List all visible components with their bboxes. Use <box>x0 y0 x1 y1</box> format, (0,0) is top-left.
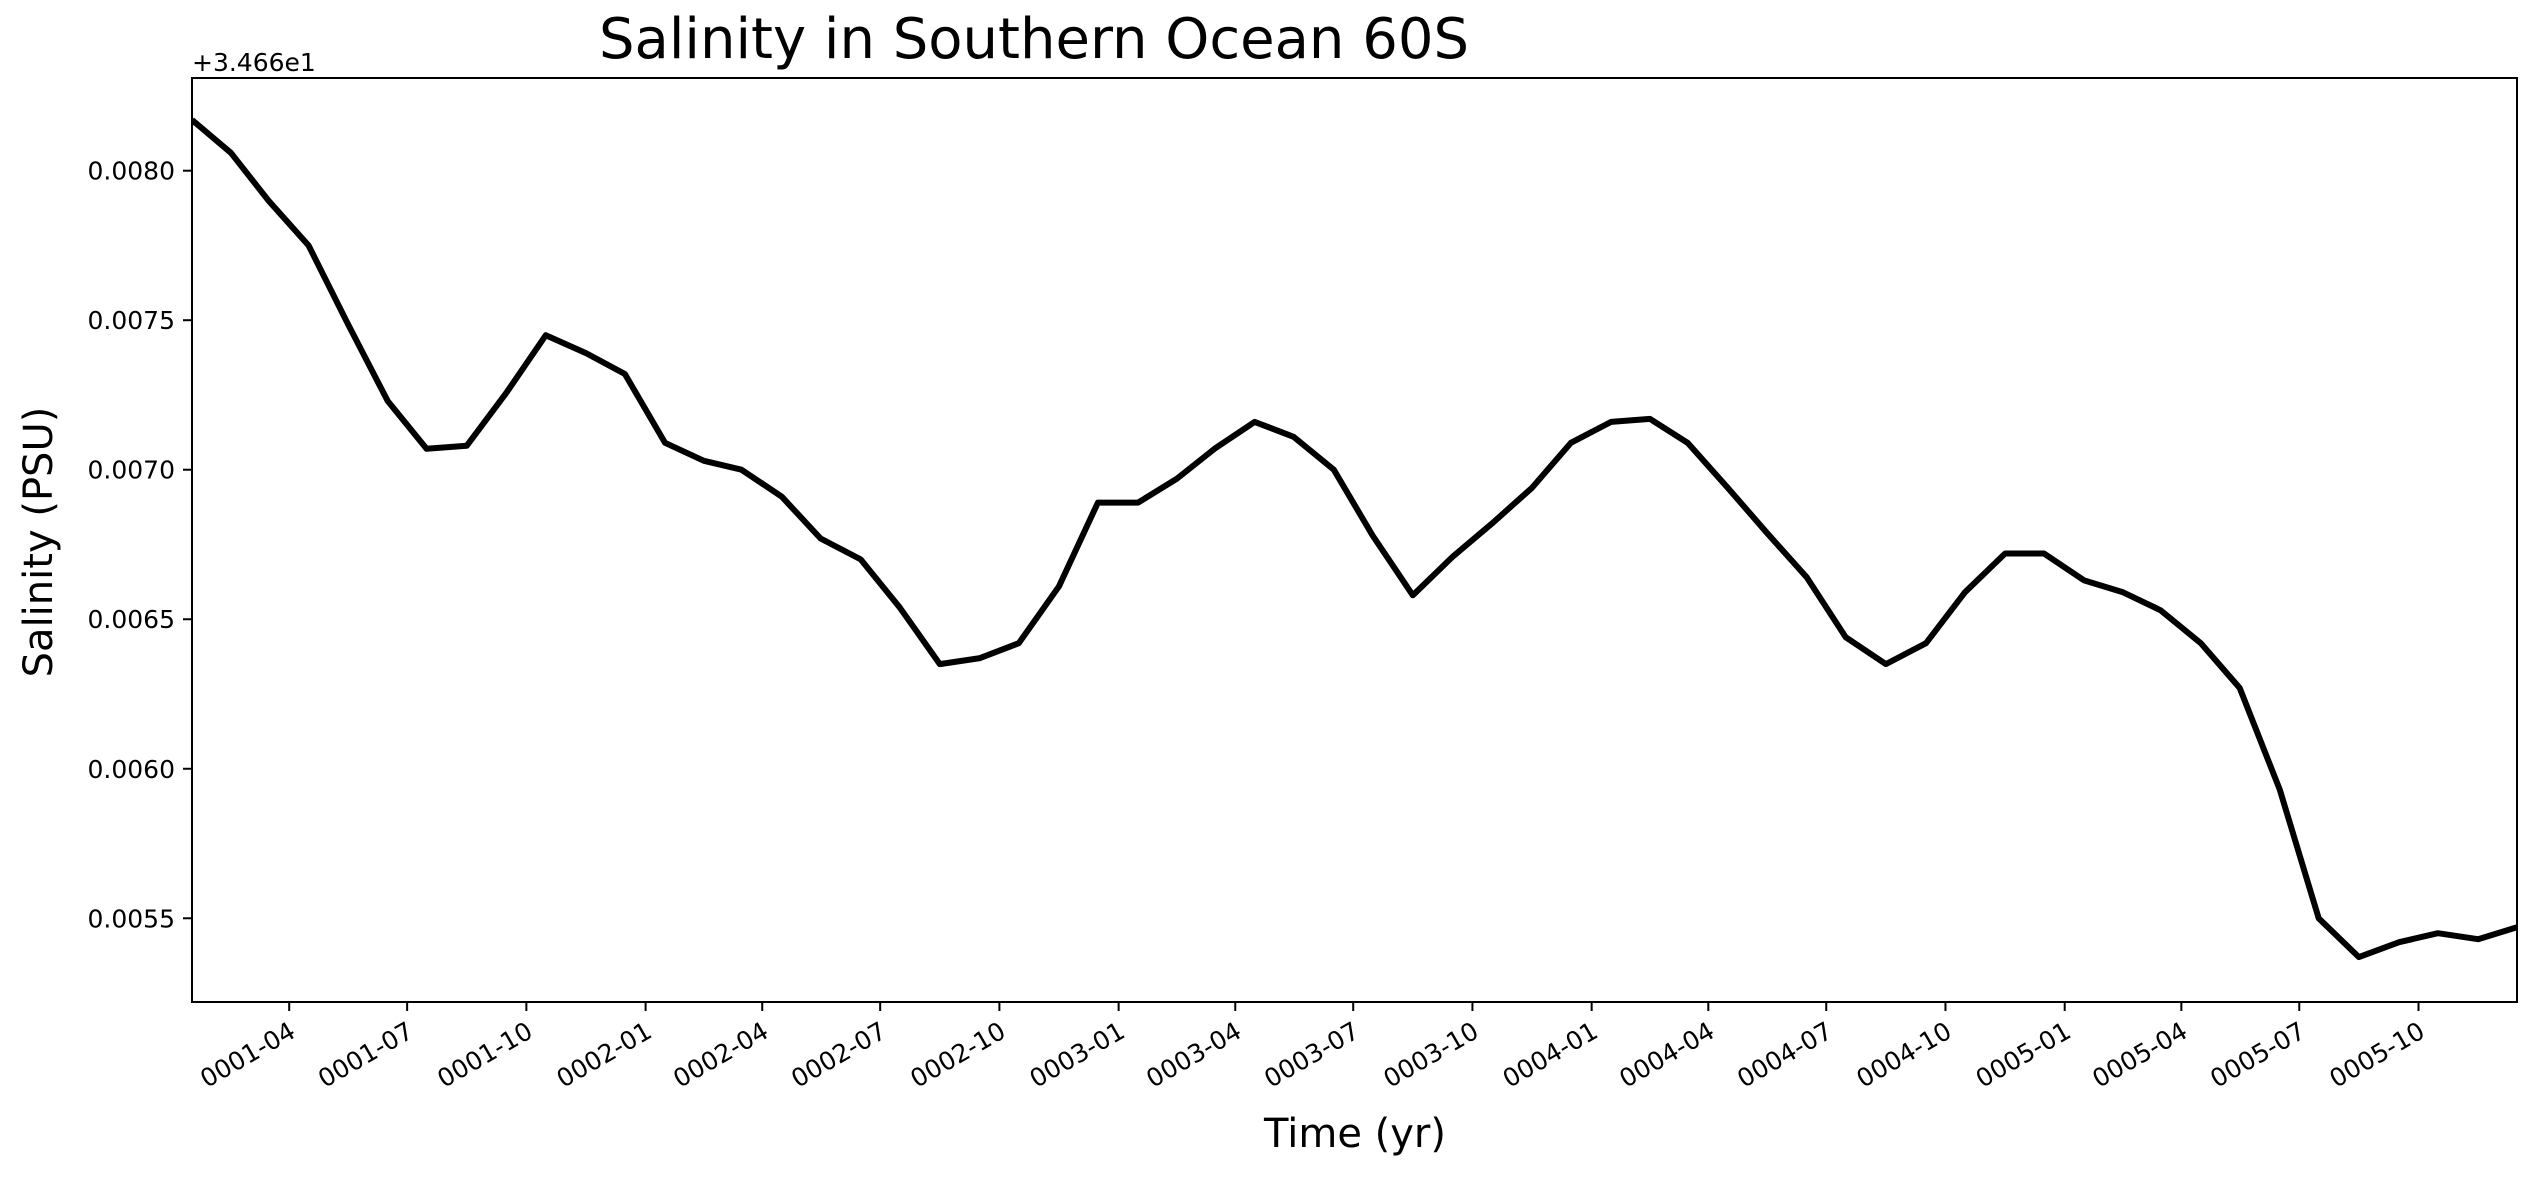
plot-frame <box>191 77 2518 1003</box>
x-tick-label: 0001-04 <box>195 1016 300 1093</box>
y-axis-label: Salinity (PSU) <box>16 407 62 678</box>
x-tick-label: 0005-01 <box>1971 1016 2076 1093</box>
x-tick-label: 0002-10 <box>905 1016 1010 1093</box>
x-tick-label: 0004-10 <box>1851 1016 1956 1093</box>
y-axis-ticks: 0.0055 0.0060 0.0065 0.0070 0.0075 0.0080 <box>88 157 192 933</box>
x-tick-label: 0005-04 <box>2087 1016 2192 1093</box>
chart-title: Salinity in Southern Ocean 60S <box>599 7 1469 72</box>
x-tick-label: 0004-07 <box>1732 1016 1837 1093</box>
y-tick-label: 0.0055 <box>88 904 175 933</box>
x-axis-label: Time (yr) <box>1263 1111 1446 1157</box>
x-tick-label: 0003-10 <box>1378 1016 1483 1093</box>
x-tick-label: 0001-10 <box>432 1016 537 1093</box>
y-tick-label: 0.0070 <box>88 456 175 485</box>
y-tick-label: 0.0080 <box>88 157 175 186</box>
x-tick-label: 0002-07 <box>786 1016 891 1093</box>
series-line <box>192 117 2517 961</box>
x-tick-label: 0001-07 <box>313 1016 418 1093</box>
x-tick-label: 0003-01 <box>1025 1016 1130 1093</box>
x-tick-label: 0005-07 <box>2205 1016 2310 1093</box>
x-tick-label: 0004-04 <box>1614 1016 1719 1093</box>
x-tick-label: 0002-01 <box>552 1016 657 1093</box>
series-layer <box>192 117 2517 961</box>
y-tick-label: 0.0075 <box>88 306 175 335</box>
x-tick-label: 0003-07 <box>1259 1016 1364 1093</box>
x-axis-ticks: 0001-04 0001-07 0001-10 0002-01 0002-04 0002-… <box>195 1002 2430 1093</box>
y-tick-label: 0.0060 <box>88 755 175 784</box>
y-tick-label: 0.0065 <box>88 605 175 634</box>
x-tick-label: 0003-04 <box>1141 1016 1246 1093</box>
x-tick-label: 0005-10 <box>2325 1016 2430 1093</box>
x-tick-label: 0004-01 <box>1498 1016 1603 1093</box>
x-tick-label: 0002-04 <box>668 1016 773 1093</box>
y-axis-offset-label: +3.466e1 <box>192 48 316 77</box>
